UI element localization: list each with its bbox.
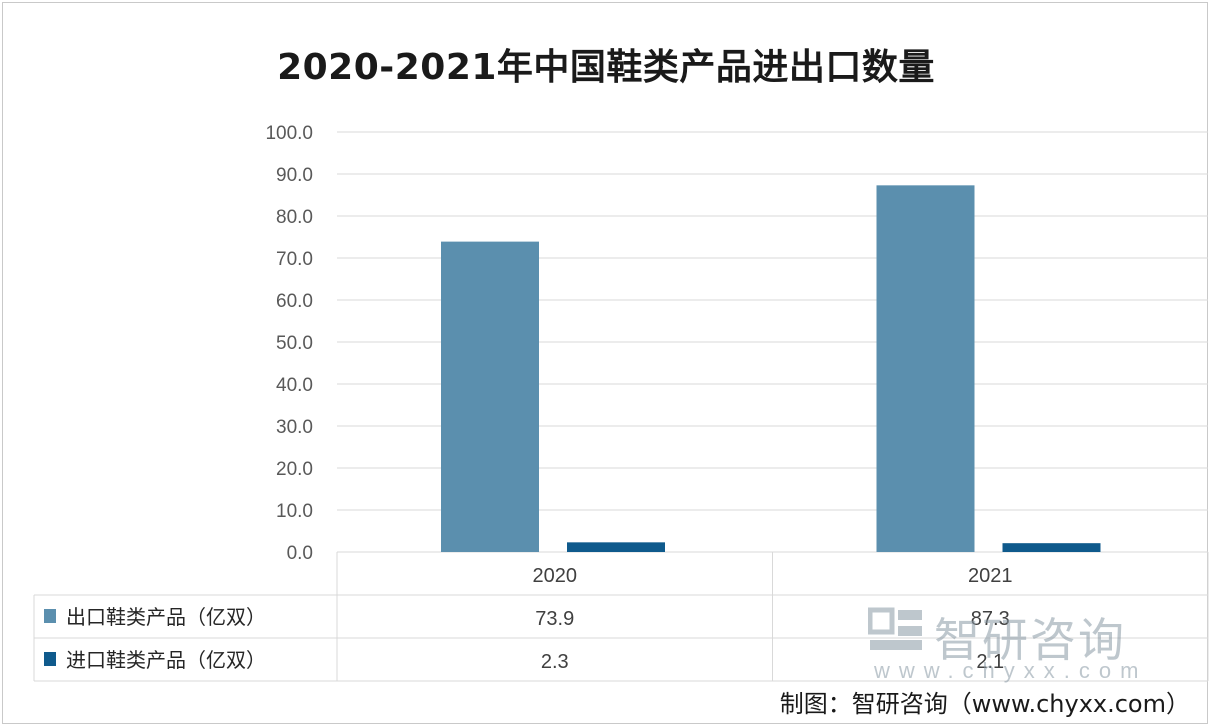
y-tick-label: 60.0 [276,291,313,312]
bar-2021-series-0 [876,185,975,552]
y-tick-label: 20.0 [276,459,313,480]
bar-2020-series-1 [567,542,665,552]
legend-label: 出口鞋类产品（亿双） [66,605,266,629]
x-tick-label: 2020 [533,565,578,587]
y-tick-label: 90.0 [276,165,313,186]
legend-label: 进口鞋类产品（亿双） [66,648,266,672]
y-tick-label: 0.0 [287,543,313,564]
y-tick-label: 40.0 [276,375,313,396]
data-label: 87.3 [971,608,1010,630]
y-tick-label: 80.0 [276,207,313,228]
y-tick-label: 50.0 [276,333,313,354]
chart-title: 2020-2021年中国鞋类产品进出口数量 [277,47,935,88]
y-tick-label: 10.0 [276,501,313,522]
bar-2021-series-1 [1002,543,1101,552]
bar-2020-series-0 [441,241,539,552]
y-tick-label: 30.0 [276,417,313,438]
legend-swatch-0 [44,609,56,623]
y-tick-label: 70.0 [276,249,313,270]
source-note: 制图：智研咨询（www.chyxx.com） [779,690,1190,718]
data-label: 2.1 [976,651,1004,673]
legend-swatch-1 [44,652,56,666]
data-label: 2.3 [541,651,569,673]
y-tick-label: 100.0 [265,123,313,144]
data-label: 73.9 [535,608,574,630]
x-tick-label: 2021 [968,565,1013,587]
